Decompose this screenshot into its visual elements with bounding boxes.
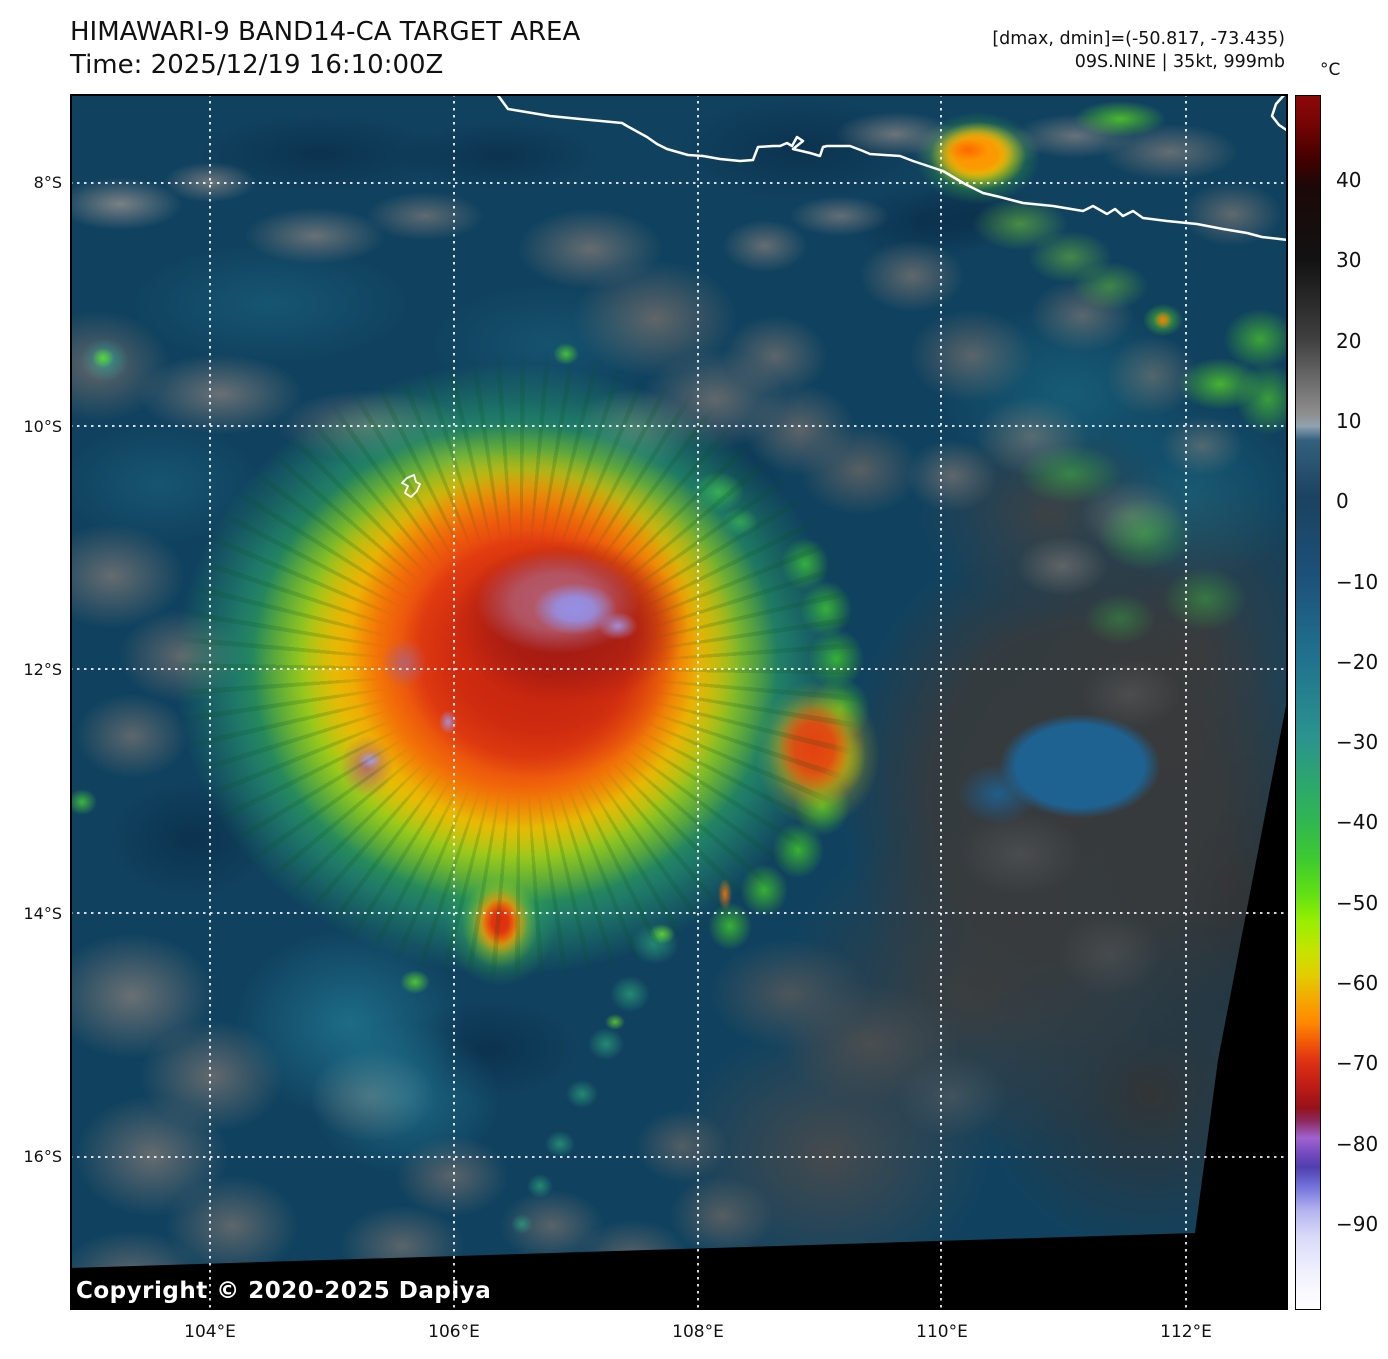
no-data-wedge: [70, 695, 1288, 1310]
lon-tick-label: 106°E: [428, 1322, 480, 1342]
colorbar-tick-label: −80: [1336, 1131, 1379, 1156]
temperature-colorbar: [1295, 95, 1321, 1310]
colorbar-tick-label: 10: [1336, 408, 1362, 433]
colorbar-tick-label: −10: [1336, 569, 1379, 594]
colorbar-tick-label: −90: [1336, 1211, 1379, 1236]
lat-tick-label: 16°S: [23, 1147, 62, 1166]
lon-tick-label: 108°E: [672, 1322, 724, 1342]
colorbar-tick-label: 0: [1336, 489, 1349, 514]
lat-tick-label: 8°S: [33, 173, 62, 192]
colorbar-tick-label: 30: [1336, 248, 1362, 273]
product-title: HIMAWARI-9 BAND14-CA TARGET AREA: [70, 17, 581, 47]
lat-tick-label: 12°S: [23, 660, 62, 679]
lon-tick-label: 104°E: [184, 1322, 236, 1342]
colorbar-tick-label: −60: [1336, 971, 1379, 995]
colorbar-unit-label: °C: [1320, 60, 1341, 80]
dmax-dmin-readout: [dmax, dmin]=(-50.817, -73.435): [992, 29, 1285, 49]
colorbar-tick-label: −40: [1336, 810, 1379, 835]
storm-info: 09S.NINE | 35kt, 999mb: [1074, 52, 1285, 72]
colorbar-tick-label: −20: [1336, 649, 1379, 674]
gravity-wave-striations: [70, 94, 1288, 1310]
satellite-map: Copyright © 2020-2025 Dapiya: [70, 94, 1288, 1310]
colorbar-tick-label: −70: [1336, 1051, 1379, 1076]
coastline-corner-hook: [1270, 94, 1288, 133]
colorbar-tick-label: −50: [1336, 890, 1379, 915]
christmas-island-outline: [401, 474, 421, 498]
page-title: HIMAWARI-9 BAND14-CA TARGET AREA Time: 20…: [70, 16, 580, 82]
colorbar-tick-label: −30: [1336, 730, 1379, 755]
lat-tick-label: 14°S: [23, 903, 62, 923]
coastline: [495, 94, 1288, 242]
lat-tick-label: 10°S: [23, 416, 62, 436]
lon-tick-label: 110°E: [916, 1322, 968, 1342]
image-stats: [dmax, dmin]=(-50.817, -73.435) 09S.NINE …: [992, 28, 1285, 74]
timestamp: Time: 2025/12/19 16:10:00Z: [70, 50, 444, 80]
map-overlay: [70, 94, 1288, 1310]
graticule: [70, 94, 1288, 1310]
copyright-text: Copyright © 2020-2025 Dapiya: [76, 1278, 492, 1304]
colorbar-tick-label: 40: [1336, 168, 1362, 192]
lon-tick-label: 112°E: [1160, 1322, 1212, 1342]
colorbar-tick-label: 20: [1336, 328, 1362, 353]
infrared-imagery: [70, 94, 1288, 1310]
map-border: [70, 94, 1288, 1310]
